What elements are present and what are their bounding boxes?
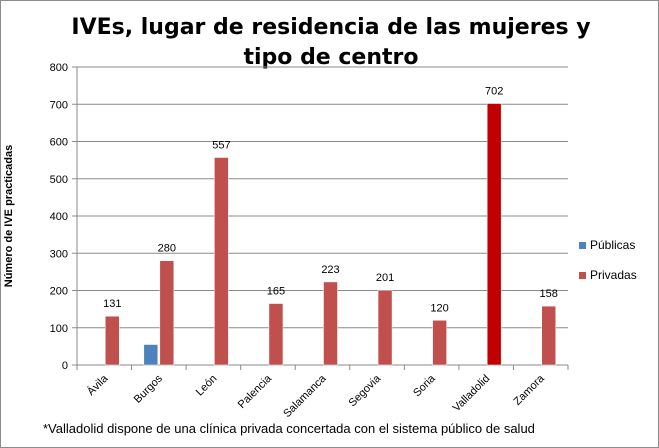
bar-publicas [143, 344, 159, 366]
data-label: 120 [430, 302, 448, 314]
y-tick-label: 600 [50, 137, 68, 149]
chart-title: IVEs, lugar de residencia de las mujeres… [71, 15, 591, 70]
bar-privadas [214, 157, 229, 366]
data-label: 131 [103, 298, 121, 310]
legend-swatch [579, 271, 586, 279]
x-tick-label: Palencia [236, 372, 275, 411]
data-label: 158 [540, 288, 558, 300]
x-tick-label: Zamora [512, 372, 548, 408]
legend-label: Privadas [590, 268, 637, 282]
x-tick-label: Ávila [84, 371, 111, 398]
y-tick-label: 0 [62, 360, 68, 372]
bar-privadas [432, 320, 447, 366]
legend-item: Públicas [579, 237, 659, 253]
legend-swatch [579, 241, 586, 249]
bar-privadas [541, 305, 556, 366]
y-tick-label: 300 [50, 248, 68, 260]
legend-item: Privadas [579, 267, 659, 283]
bar-privadas [377, 289, 393, 366]
x-tick-label: Burgos [132, 372, 165, 405]
x-tick-label: Soria [411, 372, 438, 399]
x-tick-label: Salamanca [281, 372, 329, 420]
y-tick-label: 200 [50, 286, 68, 298]
data-label: 280 [158, 243, 176, 255]
y-tick-label: 700 [50, 99, 68, 111]
data-label: 223 [321, 264, 339, 276]
bar-privadas [268, 303, 284, 366]
data-label: 557 [212, 140, 230, 152]
y-tick-label: 800 [50, 62, 68, 74]
y-tick-label: 400 [50, 211, 68, 223]
legend: Públicas Privadas [579, 237, 659, 297]
x-tick-label: Valladolid [451, 373, 493, 415]
bar-privadas [159, 260, 175, 366]
bar-privadas [486, 103, 502, 366]
legend-label: Públicas [590, 238, 636, 252]
data-label: 165 [267, 286, 285, 298]
bar-privadas [105, 315, 120, 366]
data-label: 201 [376, 272, 394, 284]
data-label: 702 [485, 86, 503, 98]
y-tick-label: 100 [50, 323, 68, 335]
bar-privadas [323, 281, 338, 366]
y-tick-label: 500 [50, 174, 68, 186]
x-tick-label: Segovia [347, 372, 384, 409]
x-tick-label: León [194, 373, 220, 399]
footnote: *Valladolid dispone de una clínica priva… [43, 421, 535, 436]
